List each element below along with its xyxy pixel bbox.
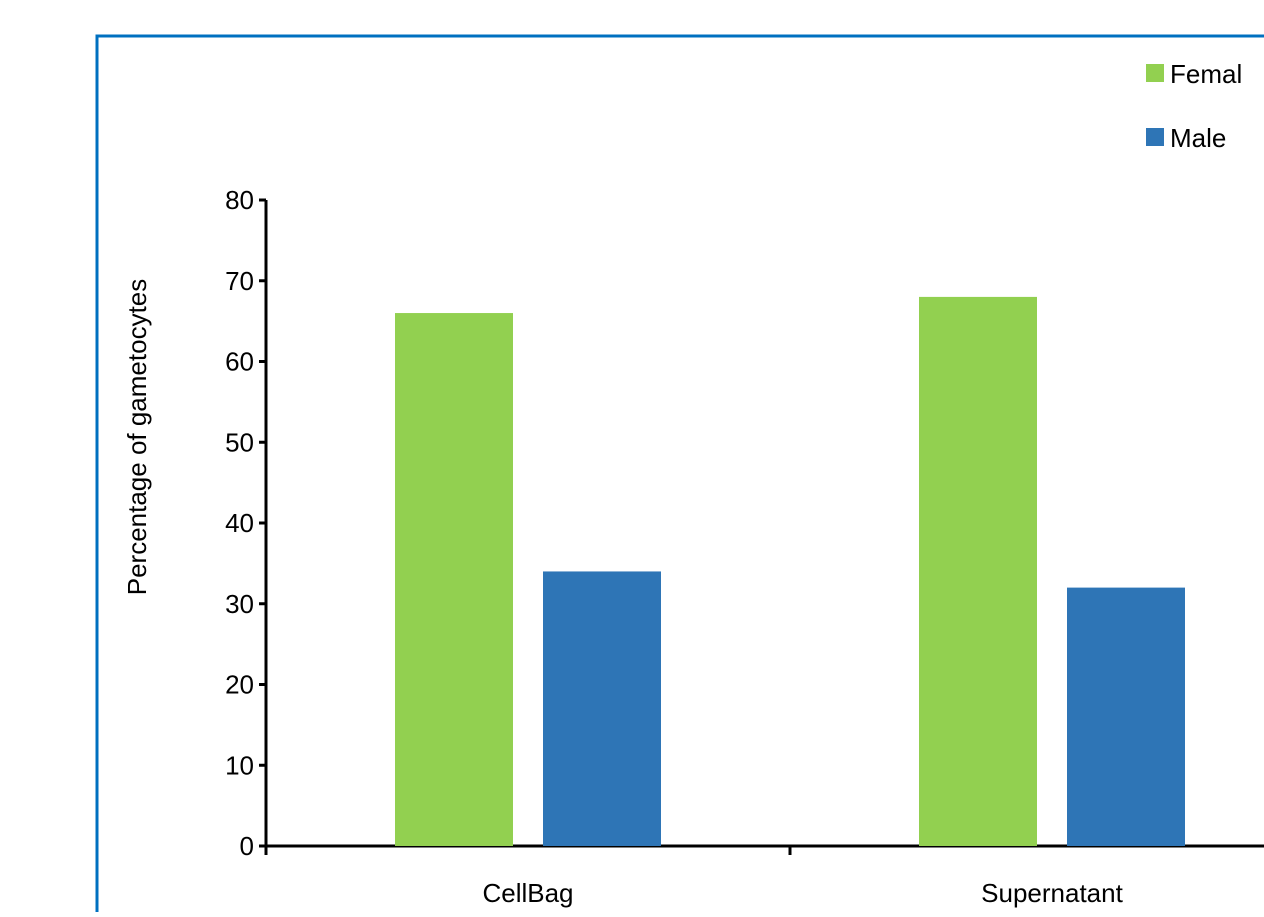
y-axis-title: Percentage of gametocytes (122, 279, 152, 596)
bar-male-supernatant (1067, 587, 1185, 846)
y-tick-label: 50 (225, 427, 254, 457)
x-category-label: Supernatant (981, 878, 1123, 908)
y-tick-label: 80 (225, 185, 254, 215)
chart-frame-border (95, 34, 1264, 912)
bar-male-cellbag (543, 571, 661, 846)
legend-swatch (1146, 64, 1164, 82)
y-tick-label: 10 (225, 750, 254, 780)
y-tick-label: 20 (225, 670, 254, 700)
bar-femal-cellbag (395, 313, 513, 846)
bar-femal-supernatant (919, 296, 1037, 846)
y-tick-label: 60 (225, 347, 254, 377)
y-tick-label: 70 (225, 266, 254, 296)
y-tick-label: 30 (225, 589, 254, 619)
legend-swatch (1146, 128, 1164, 146)
y-tick-label: 0 (240, 831, 254, 861)
x-category-label: CellBag (482, 878, 573, 908)
legend-label: Male (1170, 123, 1226, 153)
legend-label: Femal (1170, 59, 1242, 89)
y-tick-label: 40 (225, 508, 254, 538)
